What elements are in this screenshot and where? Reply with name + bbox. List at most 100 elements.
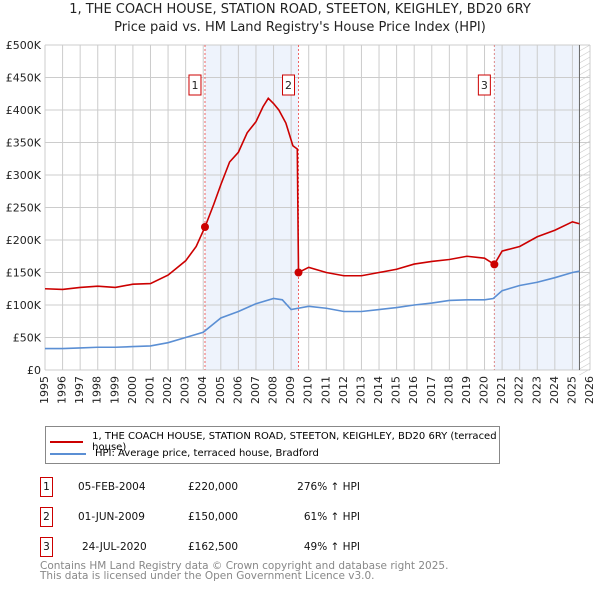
sale-row-badge: 3 xyxy=(40,537,53,557)
hatch-line xyxy=(579,182,591,190)
x-tick-label: 2016 xyxy=(407,376,420,404)
hatch-line xyxy=(579,92,591,100)
x-tick-label: 2018 xyxy=(442,376,455,404)
x-tick-label: 2013 xyxy=(354,376,367,404)
hatch-line xyxy=(579,326,591,334)
x-tick-label: 2026 xyxy=(583,376,596,404)
x-tick-label: 2025 xyxy=(565,376,578,404)
sale-price: £220,000 xyxy=(188,481,239,493)
hatch-line xyxy=(579,338,591,346)
y-tick-label: £0 xyxy=(27,364,41,377)
chart-title: 1, THE COACH HOUSE, STATION ROAD, STEETO… xyxy=(69,2,531,17)
legend-swatch-hpi xyxy=(50,452,86,455)
x-tick-label: 2021 xyxy=(495,376,508,404)
hatch-line xyxy=(579,230,591,238)
sale-row-badge: 1 xyxy=(40,477,53,497)
sale-point-3 xyxy=(490,260,499,269)
sale-badge-label-1: 1 xyxy=(191,79,198,92)
sale-date: 24-JUL-2020 xyxy=(82,541,147,553)
x-tick-label: 1996 xyxy=(56,376,69,404)
x-tick-label: 2017 xyxy=(425,376,438,404)
x-tick-label: 2011 xyxy=(319,376,332,404)
hatch-line xyxy=(579,320,591,328)
sale-badge-label-3: 3 xyxy=(481,79,488,92)
hatch-line xyxy=(579,200,591,208)
hatch-line xyxy=(579,272,591,280)
x-tick-label: 2003 xyxy=(179,376,192,404)
x-tick-label: 2023 xyxy=(530,376,543,404)
hatch-line xyxy=(579,290,591,298)
hatch-line xyxy=(579,80,591,88)
hatch-line xyxy=(579,110,591,118)
x-tick-label: 2000 xyxy=(126,376,139,404)
hatch-line xyxy=(579,260,591,268)
hatch-line xyxy=(579,56,591,64)
sale-hpi-change: 276% ↑ HPI xyxy=(297,481,360,493)
x-tick-label: 2001 xyxy=(143,376,156,404)
x-tick-label: 1997 xyxy=(73,376,86,404)
x-tick-label: 2024 xyxy=(548,376,561,404)
x-tick-label: 2015 xyxy=(390,376,403,404)
hatch-line xyxy=(579,350,591,358)
y-tick-label: £150K xyxy=(6,267,42,280)
legend-label-property: 1, THE COACH HOUSE, STATION ROAD, STEETO… xyxy=(92,431,497,453)
x-tick-label: 2019 xyxy=(460,376,473,404)
hatch-line xyxy=(579,296,591,304)
hatch-line xyxy=(579,302,591,310)
hatch-line xyxy=(579,308,591,316)
hatch-line xyxy=(579,362,591,370)
legend-label-hpi: HPI: Average price, terraced house, Brad… xyxy=(95,448,319,459)
hatch-line xyxy=(579,314,591,322)
hatch-line xyxy=(579,68,591,76)
hatch-line xyxy=(579,224,591,232)
hatch-line xyxy=(579,170,591,178)
hatch-line xyxy=(579,242,591,250)
hatch-line xyxy=(579,218,591,226)
sale-badge-2 xyxy=(282,74,296,96)
x-tick-label: 2008 xyxy=(267,376,280,404)
x-tick-label: 2002 xyxy=(161,376,174,404)
legend: 1, THE COACH HOUSE, STATION ROAD, STEETO… xyxy=(45,426,500,464)
x-tick-label: 2010 xyxy=(302,376,315,404)
x-tick-label: 2006 xyxy=(231,376,244,404)
hatch-line xyxy=(579,116,591,124)
x-tick-label: 1999 xyxy=(108,376,121,404)
x-tick-label: 2009 xyxy=(284,376,297,404)
sale-point-2 xyxy=(294,268,303,277)
y-tick-label: £400K xyxy=(6,104,42,117)
y-tick-label: £250K xyxy=(6,202,42,215)
footer-line-1: Contains HM Land Registry data © Crown c… xyxy=(40,560,449,572)
y-tick-label: £50K xyxy=(13,332,42,345)
property-price-line xyxy=(44,97,580,291)
hatch-line xyxy=(579,248,591,256)
chart-subtitle: Price paid vs. HM Land Registry's House … xyxy=(114,20,486,35)
sale-badge-1 xyxy=(188,74,202,96)
sale-price: £150,000 xyxy=(188,511,239,523)
y-tick-label: £500K xyxy=(6,39,42,52)
hatch-line xyxy=(579,188,591,196)
plot-area: 1995 1996 1997 1998 1999 2000 2001 2002 2003 2004… xyxy=(6,39,596,404)
hatch-line xyxy=(579,278,591,286)
y-tick-label: £450K xyxy=(6,72,42,85)
hatch-line xyxy=(579,86,591,94)
x-tick-label: 2012 xyxy=(337,376,350,404)
hatch-line xyxy=(579,284,591,292)
x-tick-label: 2022 xyxy=(513,376,526,404)
hatch-line xyxy=(579,128,591,136)
sale-point-1 xyxy=(200,223,209,231)
x-tick-label: 1998 xyxy=(91,376,104,404)
sale-price: £162,500 xyxy=(188,541,239,553)
hatch-line xyxy=(579,194,591,202)
y-tick-label: £100K xyxy=(6,299,42,312)
hatch-line xyxy=(579,356,591,364)
hatch-line xyxy=(579,44,591,52)
hatch-line xyxy=(579,212,591,220)
y-tick-label: £200K xyxy=(6,234,42,247)
hatch-line xyxy=(579,344,591,352)
hatch-line xyxy=(579,146,591,154)
sale-hpi-change: 49% ↑ HPI xyxy=(303,541,360,553)
hatch-line xyxy=(579,122,591,130)
hatch-line xyxy=(579,50,591,58)
y-tick-label: £350K xyxy=(6,137,42,150)
hatch-line xyxy=(579,62,591,70)
